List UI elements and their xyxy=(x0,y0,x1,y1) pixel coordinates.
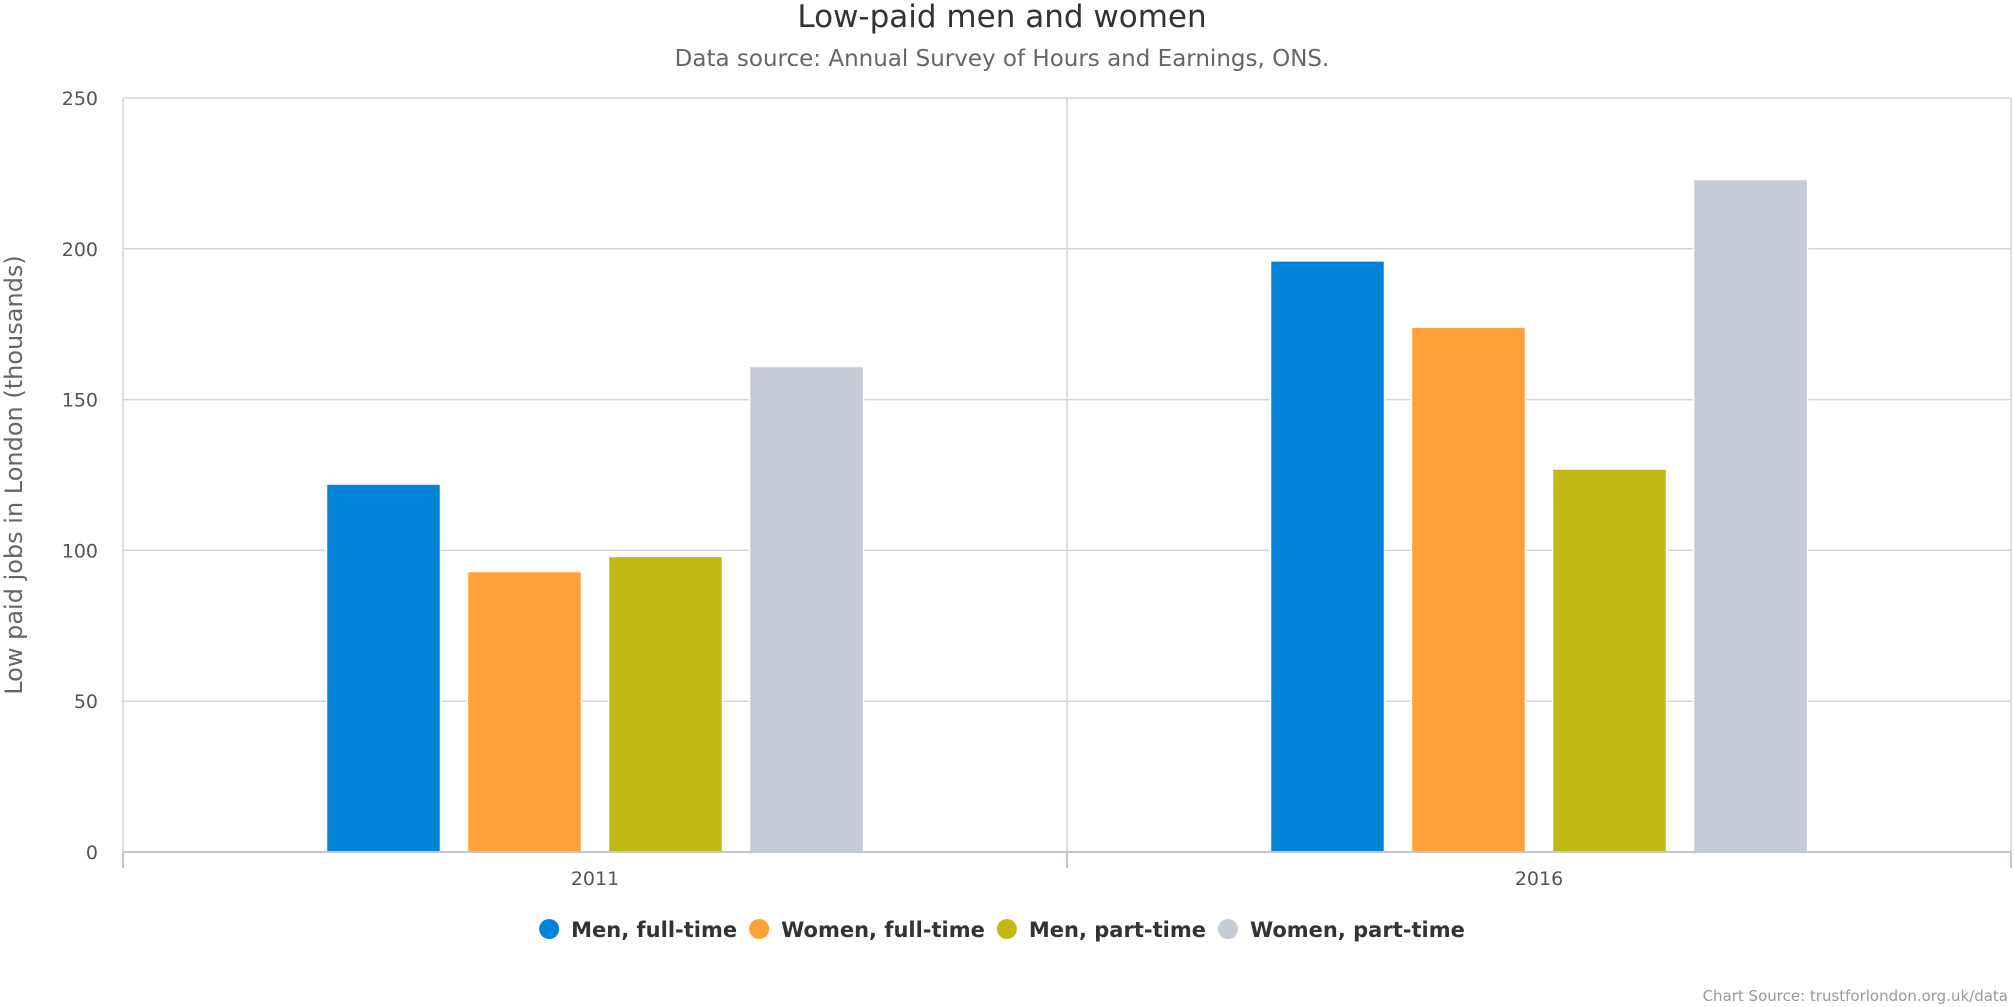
bar-2011-1[interactable] xyxy=(466,570,583,853)
y-tick-label: 0 xyxy=(86,842,98,864)
y-tick-label: 250 xyxy=(62,88,98,110)
legend-item-3[interactable]: Women, part-time xyxy=(1217,918,1465,942)
legend-label: Men, full-time xyxy=(571,918,737,942)
legend-label: Women, part-time xyxy=(1250,918,1465,942)
legend-marker xyxy=(996,919,1017,939)
bars xyxy=(325,178,1809,853)
x-tick-label: 2016 xyxy=(1515,868,1563,890)
y-tick-label: 100 xyxy=(62,540,98,562)
chart-subtitle: Data source: Annual Survey of Hours and … xyxy=(675,46,1330,72)
bar-2016-3[interactable] xyxy=(1692,178,1809,853)
bar-2016-2[interactable] xyxy=(1551,468,1668,853)
legend-item-1[interactable]: Women, full-time xyxy=(749,918,985,942)
bar-2011-3[interactable] xyxy=(748,365,865,853)
legend-label: Women, full-time xyxy=(781,918,985,942)
axes: 0 50 100 150 200 250 2011 2016 xyxy=(62,88,2012,890)
chart-credits[interactable]: Chart Source: trustforlondon.org.uk/data xyxy=(1703,987,2008,1005)
y-tick-label: 150 xyxy=(62,390,98,412)
chart-title: Low-paid men and women xyxy=(797,0,1206,35)
legend: Men, full-time Women, full-time Men, part-… xyxy=(539,918,1465,942)
x-tick-label: 2011 xyxy=(571,868,619,890)
legend-marker xyxy=(539,919,560,939)
y-axis-label: Low paid jobs in London (thousands) xyxy=(0,255,28,695)
legend-label: Men, part-time xyxy=(1029,918,1206,942)
legend-item-0[interactable]: Men, full-time xyxy=(539,918,737,942)
legend-item-2[interactable]: Men, part-time xyxy=(996,918,1206,942)
y-tick-label: 200 xyxy=(62,239,98,261)
legend-marker xyxy=(749,919,770,939)
y-tick-label: 50 xyxy=(74,691,98,713)
bar-2016-0[interactable] xyxy=(1269,260,1386,853)
bar-2016-1[interactable] xyxy=(1410,326,1527,853)
bar-2011-2[interactable] xyxy=(607,555,724,853)
bar-2011-0[interactable] xyxy=(325,483,442,853)
legend-marker xyxy=(1217,919,1238,939)
